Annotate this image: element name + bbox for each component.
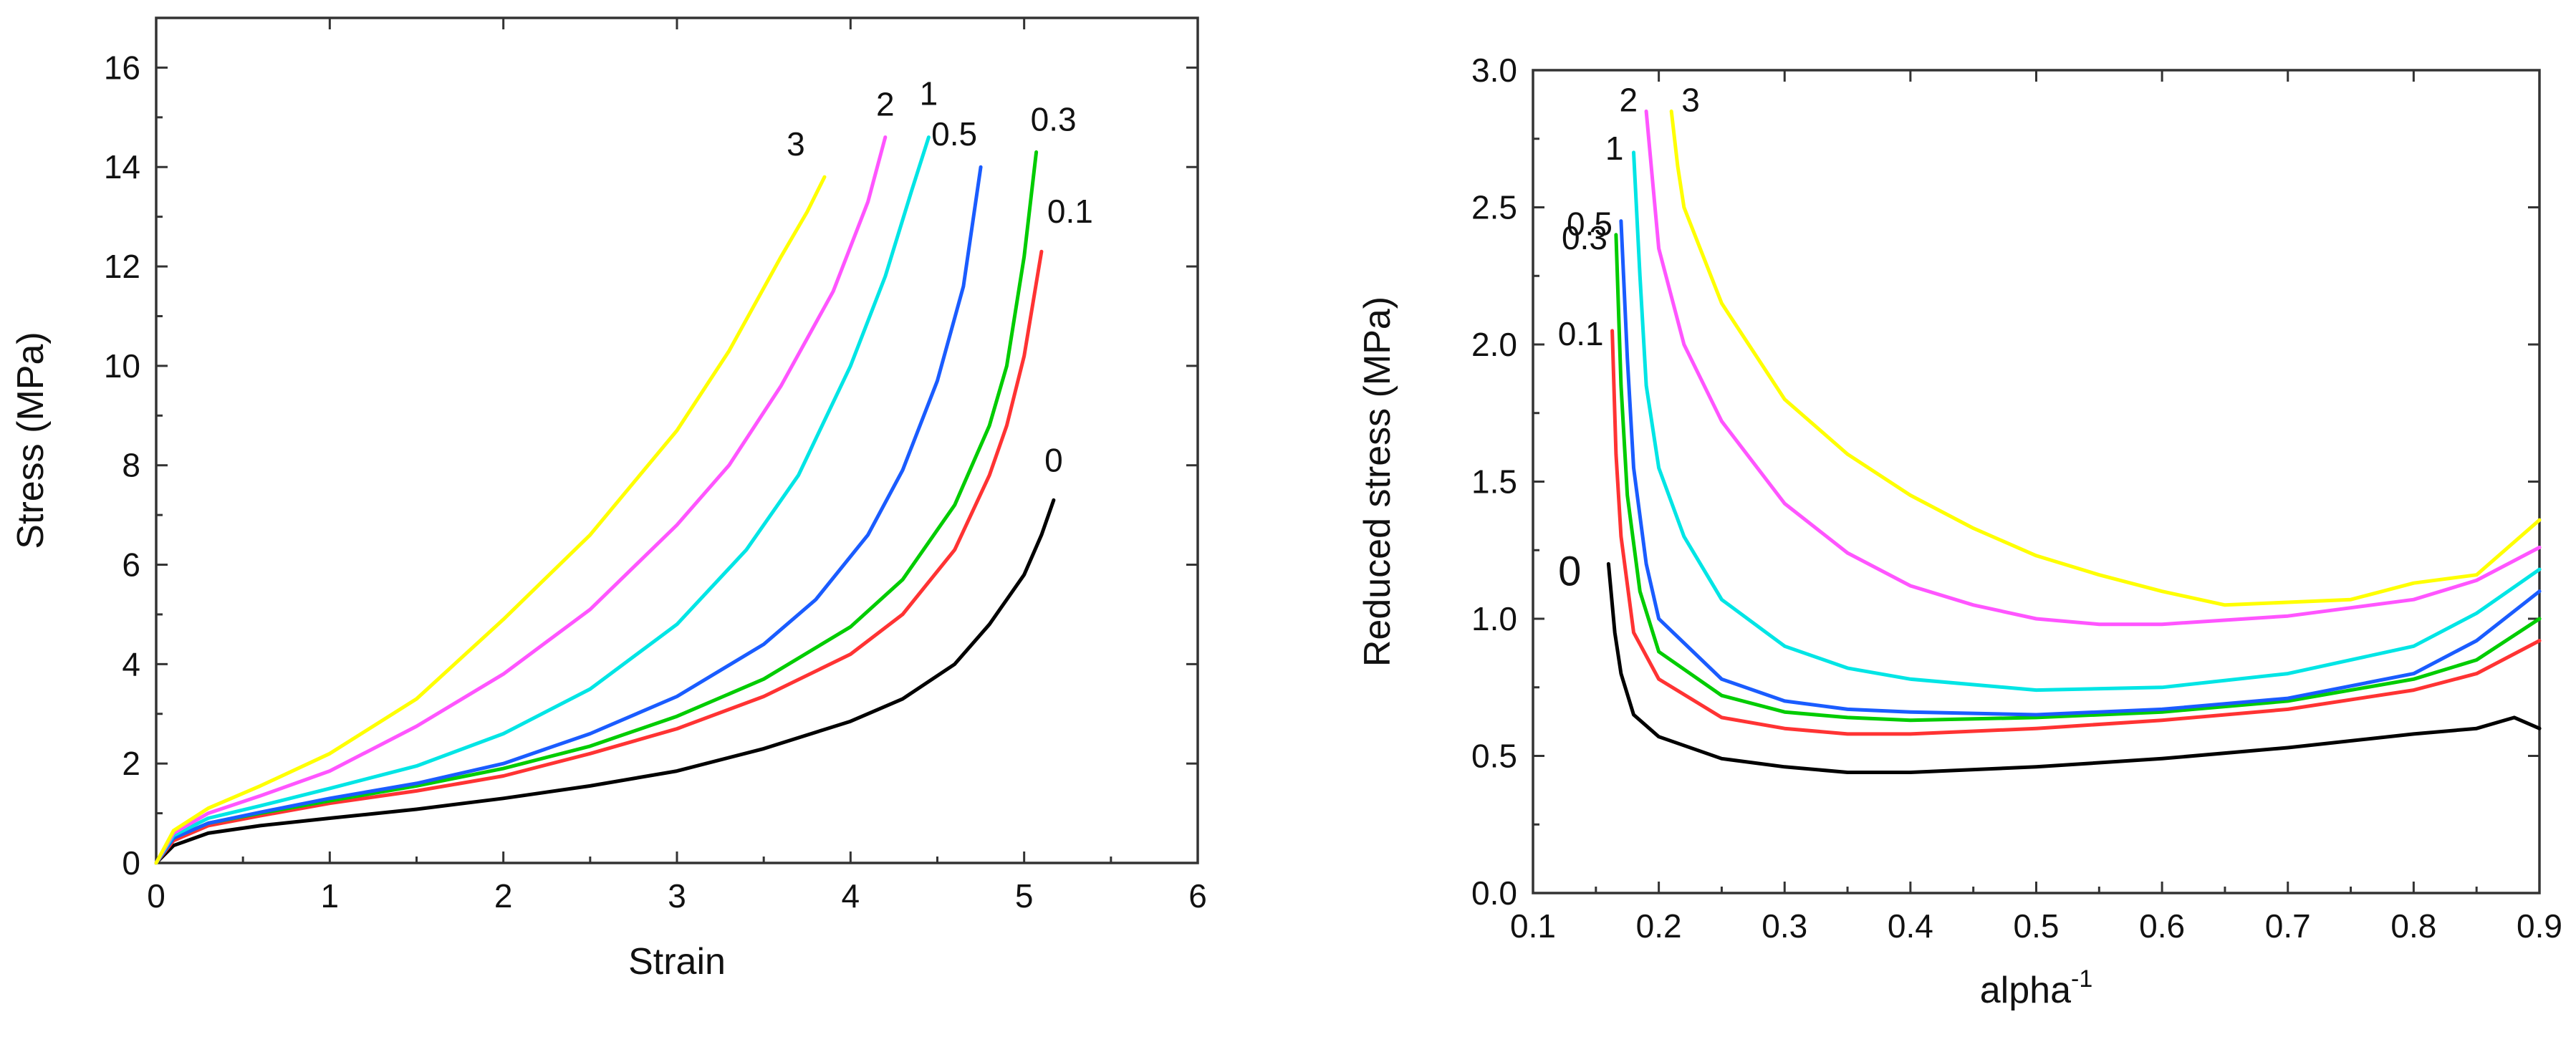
series-label-2: 2 — [876, 86, 895, 123]
x-tick-label: 0.6 — [2139, 907, 2185, 945]
x-axis-title: Strain — [628, 941, 726, 983]
y-axis-title: Stress (MPa) — [10, 332, 52, 549]
y-tick-label: 6 — [122, 546, 140, 584]
series-label-0: 0 — [1558, 548, 1581, 594]
series-label-2: 2 — [1619, 81, 1638, 118]
x-tick-label: 0 — [147, 877, 165, 915]
series-label-3: 3 — [787, 125, 805, 163]
y-tick-label: 14 — [104, 148, 140, 185]
plot-frame — [155, 16, 1199, 864]
x-tick-label: 0.5 — [2014, 907, 2060, 945]
y-tick-label: 0 — [122, 844, 140, 882]
x-tick-label: 0.2 — [1636, 907, 1682, 945]
y-tick-label: 0.0 — [1471, 874, 1517, 912]
series-line-0-1 — [154, 249, 1044, 865]
series-line-0 — [1606, 561, 2542, 774]
x-tick-label: 0.9 — [2517, 907, 2562, 945]
x-axis-title-text: alpha — [1980, 970, 2071, 1011]
x-tick-label: 4 — [842, 877, 860, 915]
series-line-3 — [154, 175, 827, 865]
y-tick-label: 8 — [122, 447, 140, 484]
series-line-3 — [1669, 109, 2542, 607]
x-tick-label: 0.8 — [2390, 907, 2436, 945]
y-tick-label: 10 — [104, 347, 140, 385]
series-label-3: 3 — [1681, 81, 1700, 118]
x-tick-label: 6 — [1188, 877, 1207, 915]
y-tick-label: 0.5 — [1471, 738, 1517, 775]
series-label-0-5: 0.5 — [931, 115, 977, 153]
series-line-0-5 — [154, 165, 983, 865]
x-tick-label: 1 — [321, 877, 340, 915]
y-tick-label: 12 — [104, 248, 140, 285]
y-tick-label: 2.0 — [1471, 326, 1517, 363]
y-tick-label: 1.0 — [1471, 600, 1517, 637]
x-tick-label: 0.7 — [2265, 907, 2311, 945]
x-tick-label: 0.3 — [1762, 907, 1807, 945]
series-label-1: 1 — [1605, 130, 1624, 167]
x-tick-label: 0.4 — [1888, 907, 1933, 945]
series-label-0-5: 0.5 — [1567, 206, 1613, 243]
series-line-0-1 — [1610, 329, 2542, 736]
y-axis-title: Reduced stress (MPa) — [1357, 296, 1398, 667]
series-label-0-1: 0.1 — [1558, 315, 1604, 352]
y-tick-label: 4 — [122, 645, 140, 682]
y-tick-label: 2.5 — [1471, 189, 1517, 226]
x-tick-label: 5 — [1015, 877, 1034, 915]
series-label-0-3: 0.3 — [1031, 100, 1077, 138]
x-axis-title-superscript: -1 — [2071, 965, 2092, 993]
series-line-0-3 — [1614, 233, 2542, 723]
series-label-1: 1 — [920, 75, 938, 112]
series-line-0-3 — [154, 150, 1039, 865]
y-tick-label: 2 — [122, 745, 140, 782]
x-axis-title-text: Strain — [628, 941, 726, 983]
x-axis-title: alpha-1 — [1980, 965, 2092, 1011]
series-line-1 — [154, 135, 931, 865]
reduced-stress-chart: 0.1 0.2 0.3 0.4 0.5 0.6 0.7 0.8 0.9 0.0 0.5 1.0 1.5 2… — [1357, 52, 2562, 1011]
x-tick-label: 2 — [494, 877, 513, 915]
x-tick-label: 3 — [668, 877, 686, 915]
series-line-2 — [1644, 109, 2542, 627]
series-label-0-1: 0.1 — [1047, 193, 1093, 230]
series-label-0-3: 0.3 — [1562, 219, 1607, 256]
y-tick-label: 16 — [104, 49, 140, 86]
plot-frame — [1532, 69, 2541, 894]
series-line-1 — [1632, 150, 2542, 693]
y-tick-label: 3.0 — [1471, 52, 1517, 89]
series-line-0 — [154, 498, 1056, 865]
series-line-0-5 — [1619, 219, 2542, 717]
x-tick-label: 0.1 — [1510, 907, 1556, 945]
y-tick-label: 1.5 — [1471, 463, 1517, 501]
series-label-0: 0 — [1044, 441, 1063, 478]
series-line-2 — [154, 135, 888, 865]
